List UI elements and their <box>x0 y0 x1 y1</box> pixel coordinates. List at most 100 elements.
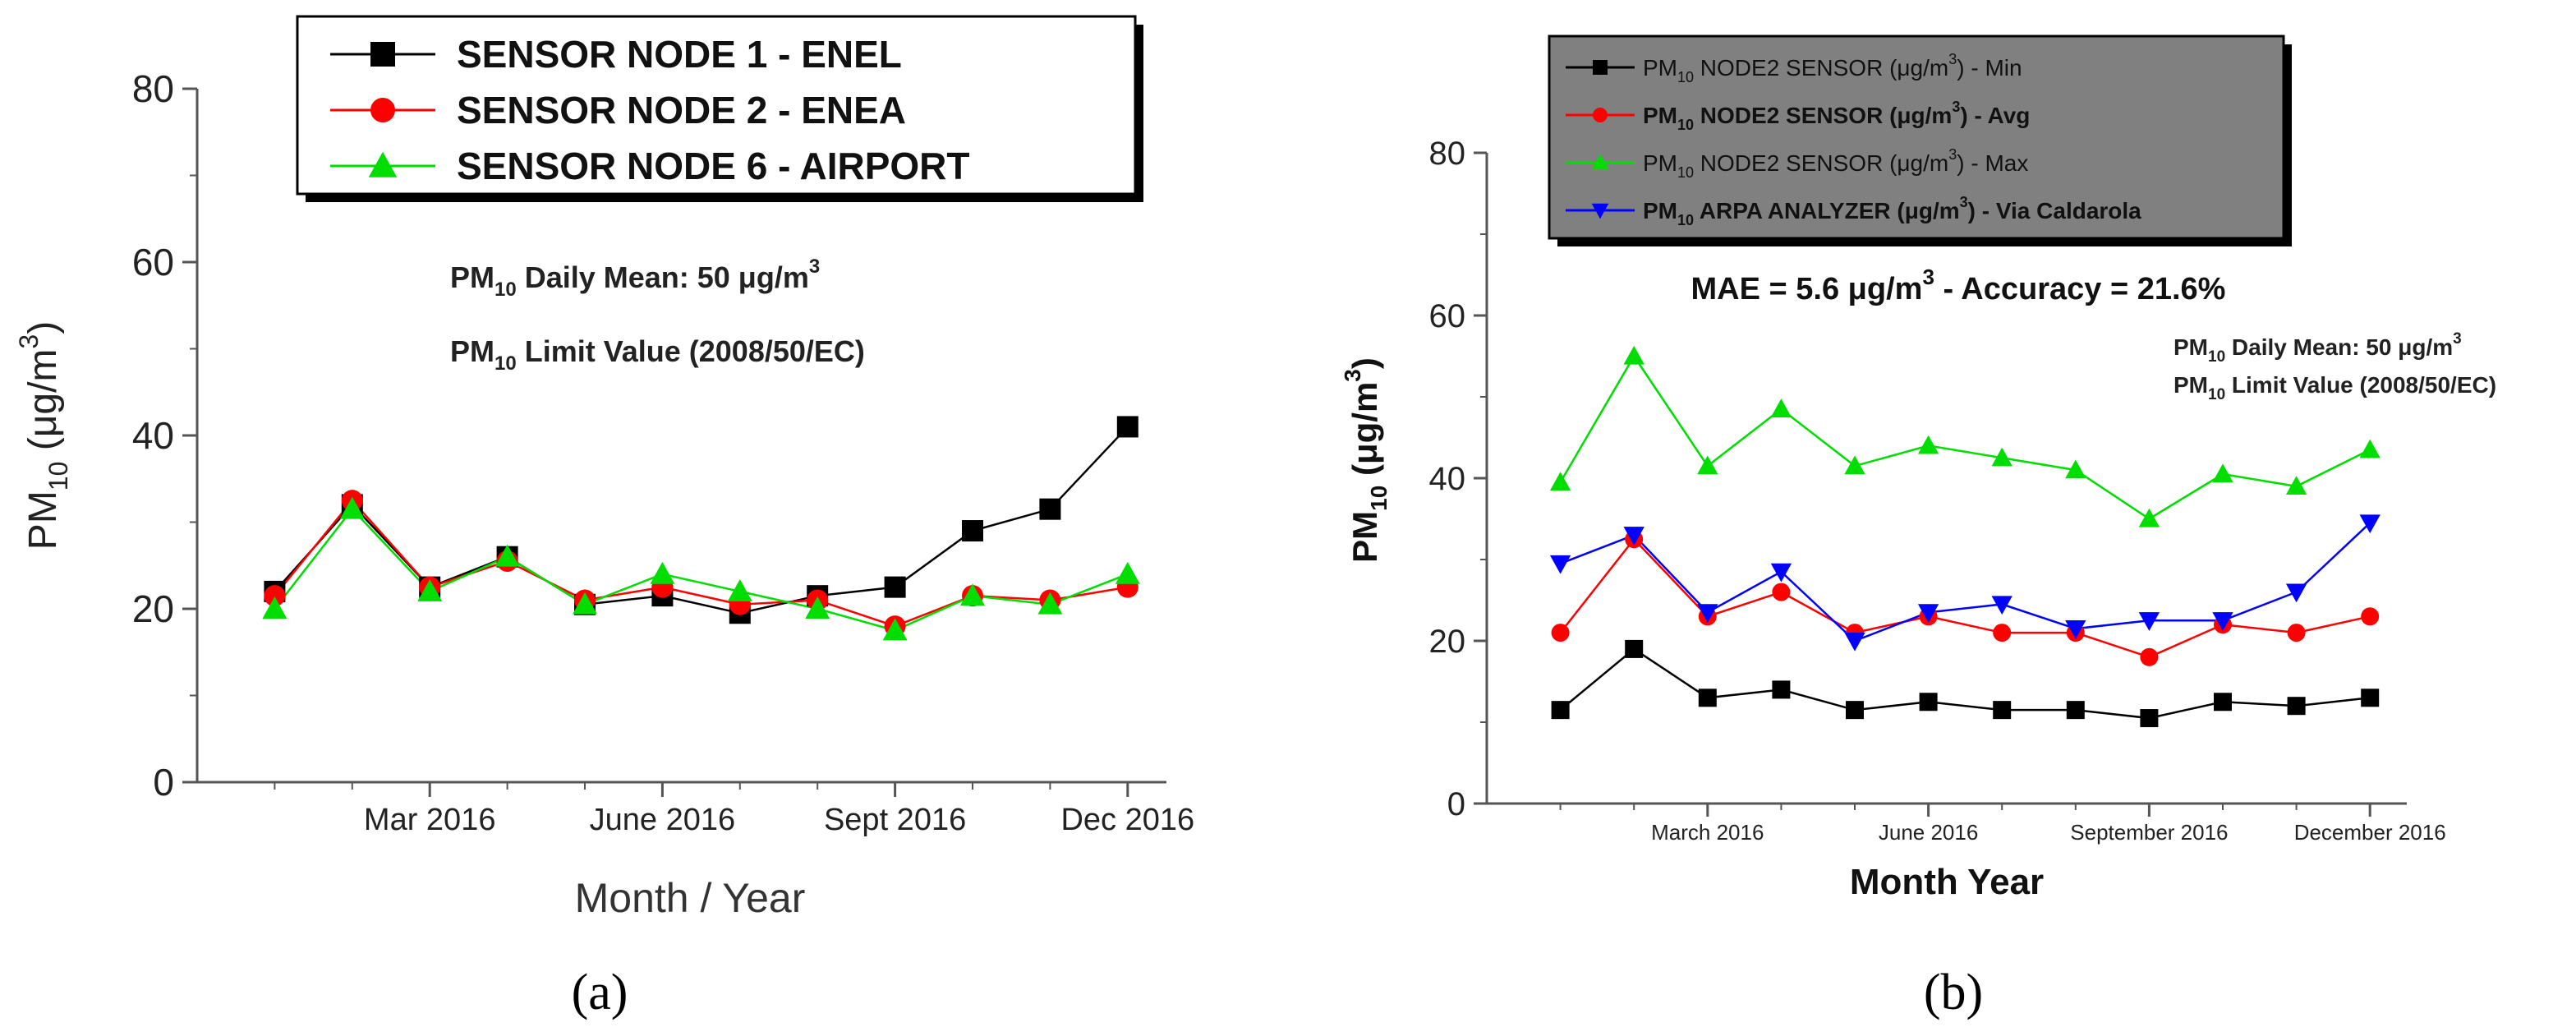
chart-b-series-line-3 <box>1559 354 2371 520</box>
chart-a-point-s1 <box>1039 498 1061 520</box>
chart-b-point-s4 <box>1697 604 1718 623</box>
chart-b-ytick-label: 60 <box>1429 298 1466 334</box>
chart-b-point-s3 <box>1549 472 1571 491</box>
chart-b-annotation-limit-value: PM10 Limit Value (2008/50/EC) <box>2174 372 2496 403</box>
chart-b-xtick-label: June 2016 <box>1879 820 1978 845</box>
chart-b-point-s1 <box>1993 701 2012 720</box>
chart-b-ytick-label: 40 <box>1429 461 1466 497</box>
chart-b-point-s2 <box>2287 624 2306 642</box>
chart-a-point-s1 <box>1116 416 1138 438</box>
chart-b-point-s4 <box>2065 620 2086 639</box>
chart-a-legend-marker <box>370 98 395 122</box>
chart-b-point-s4 <box>1770 563 1792 583</box>
chart-b-series-line-2 <box>1559 537 2371 659</box>
chart-a-legend: SENSOR NODE 1 - ENEL SENSOR NODE 2 - ENEA… <box>296 15 1143 202</box>
chart-a-point-s3 <box>1037 592 1063 615</box>
chart-a-point-s1 <box>962 520 983 542</box>
chart-b-xtick-label: September 2016 <box>2070 820 2228 845</box>
chart-b-point-s3 <box>2359 439 2380 458</box>
chart-a-annotation-daily-mean: PM10 Daily Mean: 50 μg/m3 <box>450 256 820 301</box>
chart-a-point-s3 <box>494 544 520 567</box>
chart-b-legend-marker <box>1593 60 1608 75</box>
chart-b-point-s4 <box>2212 612 2233 631</box>
chart-b-title: MAE = 5.6 μg/m3 - Accuracy = 21.6% <box>1691 265 2226 306</box>
chart-b-ytick-label: 0 <box>1447 786 1465 822</box>
chart-b-point-s4 <box>2359 514 2380 534</box>
chart-a-point-s3 <box>650 561 675 584</box>
chart-b-point-s4 <box>1844 632 1865 652</box>
chart-a-series-line-1 <box>274 426 1129 615</box>
chart-b-point-s4 <box>1991 596 2012 615</box>
chart-b-point-s1 <box>2140 709 2159 728</box>
chart-b-annotation-daily-mean: PM10 Daily Mean: 50 μg/m3 <box>2174 330 2462 366</box>
chart-b-xtick-label: December 2016 <box>2294 820 2446 845</box>
chart-b-point-s4 <box>2285 583 2307 603</box>
chart-b-point-s1 <box>2214 693 2232 712</box>
chart-a-xtick-label: Sept 2016 <box>824 803 966 837</box>
chart-a-ytick-label: 60 <box>132 241 174 283</box>
chart-a-ytick-label: 80 <box>132 67 174 110</box>
chart-b-point-s2 <box>1993 624 2012 642</box>
chart-b-point-s4 <box>1549 555 1571 574</box>
chart-b-legend: PM10 NODE2 SENSOR (μg/m3) - Min PM10 NODE… <box>1548 35 2292 246</box>
chart-b-point-s2 <box>2361 607 2380 626</box>
chart-b-point-s3 <box>1917 435 1939 454</box>
chart-a-ylabel: PM10 (μg/m3) <box>14 321 73 550</box>
chart-b-legend-label: PM10 NODE2 SENSOR (μg/m3) - Min <box>1643 51 2022 85</box>
chart-b-point-s1 <box>2066 701 2085 720</box>
chart-b-ytick-label: 80 <box>1429 136 1466 172</box>
chart-b-point-s4 <box>1917 604 1939 623</box>
chart-a-xtick-label: June 2016 <box>590 803 736 837</box>
chart-a-xtick-label: Mar 2016 <box>364 803 496 837</box>
chart-a-point-s3 <box>727 578 752 601</box>
chart-a-legend-marker <box>368 151 398 177</box>
chart-a-legend-label: SENSOR NODE 2 - ENEA <box>457 89 906 131</box>
chart-b-point-s2 <box>1772 583 1791 601</box>
chart-a-point-s3 <box>805 596 830 619</box>
chart-a-point-s3 <box>960 583 985 606</box>
chart-b-point-s1 <box>1772 680 1791 699</box>
chart-b-point-s3 <box>1844 455 1865 475</box>
chart-b-xtick-label: March 2016 <box>1651 820 1764 845</box>
panel-label-b: (b) <box>1924 965 1983 1020</box>
chart-a-point-s3 <box>417 578 443 601</box>
chart-b-point-s1 <box>1551 701 1570 720</box>
chart-b-xlabel: Month Year <box>1850 862 2044 902</box>
chart-b-point-s4 <box>2138 612 2160 631</box>
chart-a-point-s3 <box>262 596 288 619</box>
chart-a-ytick-label: 40 <box>132 414 174 457</box>
chart-b-legend-label: PM10 NODE2 SENSOR (μg/m3) - Max <box>1643 146 2028 181</box>
chart-b-point-s3 <box>1697 455 1718 475</box>
chart-a-xlabel: Month / Year <box>575 875 806 921</box>
chart-b-point-s2 <box>1551 624 1570 642</box>
chart-a-point-s3 <box>1115 561 1140 584</box>
chart-b-point-s3 <box>2212 463 2233 483</box>
chart-b-point-s1 <box>1625 639 1644 658</box>
chart-a-annotation-limit-value: PM10 Limit Value (2008/50/EC) <box>450 334 865 375</box>
chart-a-point-s2 <box>264 585 286 607</box>
chart-b-legend-label: PM10 NODE2 SENSOR (μg/m3) - Avg <box>1643 99 2030 133</box>
chart-a-point-s1 <box>884 576 906 598</box>
chart-b-series-line-1 <box>1559 647 2371 720</box>
chart-b-legend-label: PM10 ARPA ANALYZER (μg/m3) - Via Caldaro… <box>1643 194 2141 228</box>
chart-a-ytick-label: 20 <box>132 587 174 630</box>
chart-a-point-s3 <box>882 618 908 641</box>
chart-a-ytick-label: 0 <box>153 761 174 804</box>
chart-a-legend-label: SENSOR NODE 6 - AIRPORT <box>457 145 969 187</box>
chart-b-ytick-label: 20 <box>1429 624 1466 660</box>
chart-a: 0 20 40 60 80 Mar 2016 June 2016 Sept 2016 Dec … <box>14 15 1194 1020</box>
chart-b-point-s2 <box>2140 647 2159 666</box>
chart-b-point-s3 <box>2138 508 2160 527</box>
chart-b-point-s3 <box>2285 476 2307 495</box>
chart-b-point-s1 <box>1919 693 1938 712</box>
chart-b-ylabel: PM10 (μg/m3) <box>1340 357 1392 563</box>
chart-b-point-s1 <box>2361 689 2380 707</box>
chart-b-point-s1 <box>1698 689 1717 707</box>
chart-b-point-s3 <box>2065 459 2086 479</box>
chart-b-point-s4 <box>1623 527 1644 546</box>
panel-label-a: (a) <box>572 965 628 1020</box>
chart-a-legend-marker <box>370 42 395 67</box>
chart-b-point-s3 <box>1623 345 1644 365</box>
chart-b-legend-marker <box>1591 203 1609 219</box>
